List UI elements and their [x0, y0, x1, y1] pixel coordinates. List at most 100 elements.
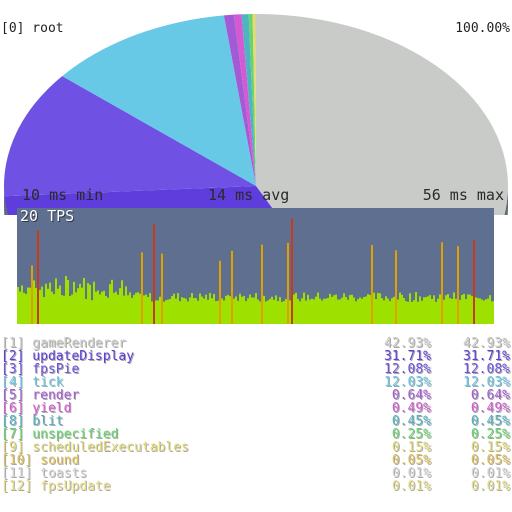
frametime-bar	[261, 244, 263, 324]
profiler-entry-percent: 0.15%	[391, 440, 431, 455]
profiler-entry-total: 0.05%	[470, 453, 510, 468]
profiler-entry-label: [12] fpsUpdate	[1, 479, 111, 494]
frametime-bar	[267, 300, 269, 324]
profiler-entry-fpsUpdate[interactable]: [12] fpsUpdate 0.01% 0.01%	[0, 479, 512, 494]
frametime-bar	[61, 295, 63, 324]
frametime-bar	[183, 297, 185, 324]
frametime-bar	[167, 299, 169, 324]
frametime-bar	[219, 260, 221, 324]
frametime-bar	[365, 296, 367, 324]
profiler-entry-tick[interactable]: [4] tick 12.03% 12.03%	[0, 375, 512, 390]
frametime-bar	[181, 297, 183, 324]
frametime-bar	[177, 293, 179, 324]
frametime-bar	[141, 252, 143, 324]
profiler-entry-percent: 31.71%	[384, 349, 431, 364]
frametime-bar	[153, 224, 155, 324]
frametime-bar	[317, 292, 319, 324]
frametime-bar	[429, 295, 431, 324]
frametime-bar	[149, 293, 151, 324]
frametime-bar	[263, 295, 265, 324]
profiler-entry-total: 0.01%	[470, 466, 510, 481]
frametime-bar	[343, 293, 345, 324]
frametime-bar	[189, 297, 191, 324]
frametime-bar	[297, 298, 299, 324]
frametime-bar	[121, 280, 123, 324]
frametime-bar	[79, 283, 81, 324]
profiler-entry-scheduledExecutables[interactable]: [9] scheduledExecutables 0.15% 0.15%	[0, 440, 512, 455]
frametime-bar	[223, 300, 225, 324]
frametime-bar	[253, 297, 255, 324]
profiler-entry-yield[interactable]: [6] yield 0.49% 0.49%	[0, 401, 512, 416]
profiler-entry-label: [3] fpsPie	[1, 362, 80, 377]
frametime-bar	[469, 294, 471, 324]
frametime-bar	[159, 296, 161, 324]
profiler-entry-gameRenderer[interactable]: [1] gameRenderer 42.93% 42.93%	[0, 337, 512, 351]
frametime-bar	[213, 293, 215, 324]
frametime-bar	[461, 294, 463, 324]
profiler-entry-blit[interactable]: [8] blit 0.45% 0.45%	[0, 415, 512, 429]
frametime-bar	[259, 301, 261, 324]
frametime-bar	[431, 298, 433, 324]
frametime-bar	[407, 301, 409, 324]
profiler-entry-sound[interactable]: [10] sound 0.05% 0.05%	[0, 453, 512, 468]
frametime-bar	[211, 298, 213, 324]
frametime-bar	[71, 294, 73, 324]
frametime-bar	[161, 253, 163, 324]
frametime-bar	[307, 294, 309, 324]
frametime-bar	[423, 297, 425, 324]
frametime-bar	[39, 289, 41, 324]
frametime-bar	[87, 283, 89, 324]
profiler-entry-unspecified[interactable]: [7] unspecified 0.25% 0.25%	[0, 428, 512, 442]
profiler-entry-percent: 0.01%	[391, 466, 431, 481]
frametime-bar	[313, 299, 315, 324]
frametime-bar	[319, 298, 321, 324]
frametime-bar	[123, 295, 125, 324]
frametime-bar	[433, 295, 435, 324]
profiler-entry-percent: 12.03%	[384, 375, 431, 390]
pie-slice-sound	[254, 14, 256, 186]
frametime-bar	[69, 296, 71, 324]
frametime-bar	[303, 292, 305, 324]
profiler-entry-total: 31.71%	[463, 349, 510, 364]
pie-slice-updateDisplay	[4, 186, 278, 215]
frametime-graph: 20 TPS	[17, 208, 494, 324]
frametime-bar	[347, 299, 349, 324]
frametime-bar	[451, 298, 453, 324]
frametime-bar	[477, 298, 479, 324]
frametime-bar	[359, 297, 361, 324]
profiler-entry-label: [10] sound	[1, 453, 80, 468]
frametime-bar	[341, 297, 343, 324]
profiler-entry-label: [6] yield	[1, 401, 72, 416]
frametime-bar	[205, 294, 207, 324]
profiler-entry-label: [9] scheduledExecutables	[1, 440, 189, 455]
profiler-entry-fpsPie[interactable]: [3] fpsPie 12.08% 12.08%	[0, 362, 512, 377]
profiler-entry-toasts[interactable]: [11] toasts 0.01% 0.01%	[0, 466, 512, 481]
frametime-bar	[55, 278, 57, 324]
tps-label: 20 TPS	[20, 208, 75, 225]
frametime-bar	[35, 287, 37, 324]
profiler-entry-render[interactable]: [5] render 0.64% 0.64%	[0, 389, 512, 403]
profiler-entry-updateDisplay[interactable]: [2] updateDisplay 31.71% 31.71%	[0, 349, 512, 364]
frametime-min-label: 10 ms min	[22, 186, 104, 204]
profiler-entry-label: [11] toasts	[1, 466, 88, 481]
pie-slice-yield	[233, 14, 256, 186]
frametime-bar	[105, 296, 107, 324]
frametime-bar	[293, 294, 295, 324]
frametime-bar	[129, 292, 131, 324]
frametime-bar	[33, 280, 35, 324]
frametime-bar	[135, 292, 137, 324]
frametime-bar	[207, 299, 209, 324]
frametime-bar	[409, 293, 411, 324]
frametime-bar	[21, 285, 23, 324]
frametime-bar	[285, 298, 287, 324]
frametime-bar	[107, 297, 109, 324]
frametime-bar	[425, 297, 427, 324]
frametime-bar	[383, 300, 385, 324]
frametime-bar	[43, 297, 45, 324]
frametime-bar	[173, 293, 175, 324]
frametime-bar	[131, 297, 133, 324]
frametime-bar	[151, 301, 153, 324]
frametime-bar	[169, 298, 171, 324]
frametime-bar	[203, 298, 205, 324]
frametime-bar	[65, 275, 67, 324]
